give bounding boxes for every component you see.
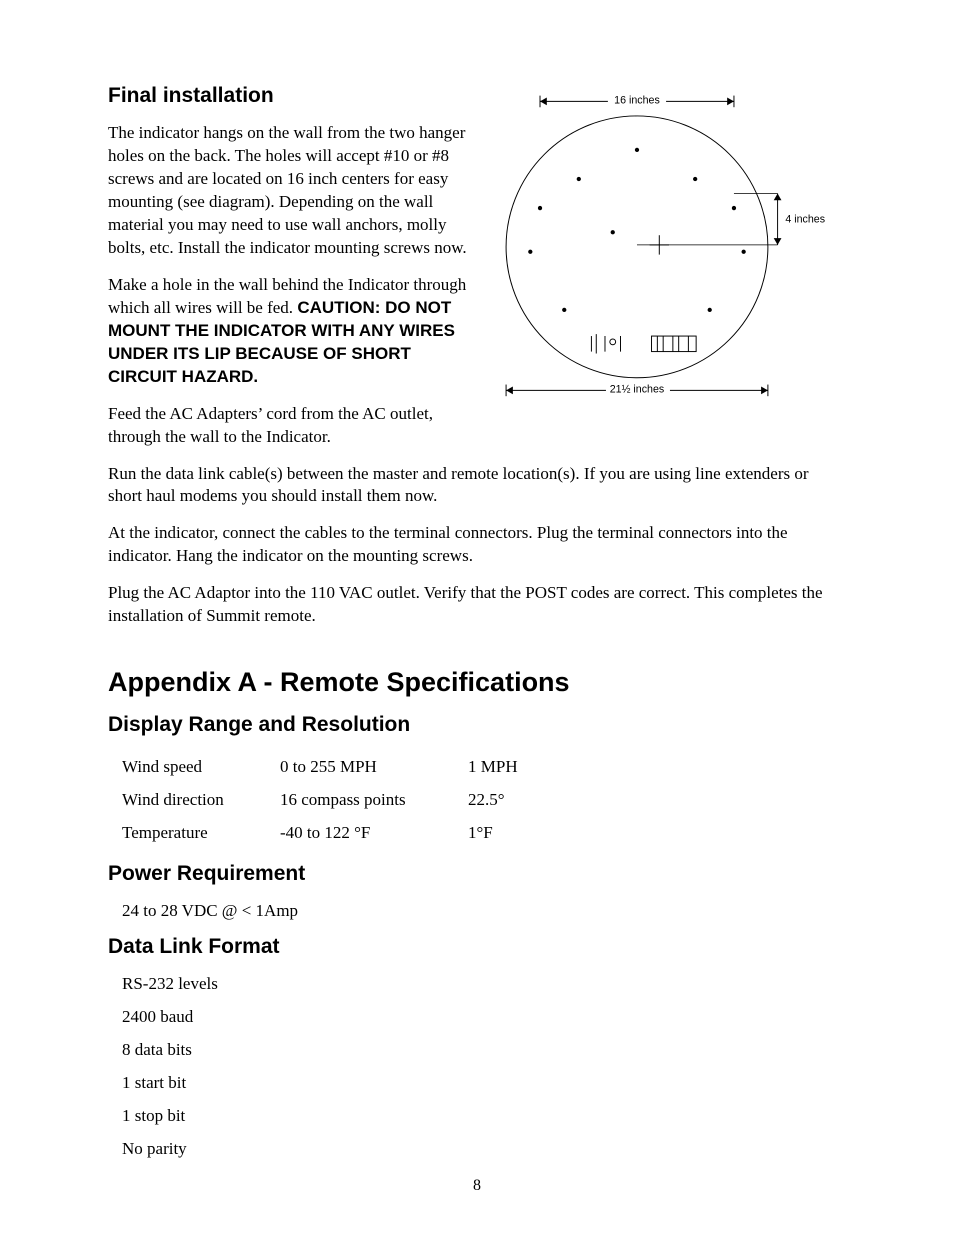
page-number: 8 — [0, 1175, 954, 1197]
cell: 16 compass points — [280, 784, 468, 817]
cell: 22.5° — [468, 784, 566, 817]
datalink-line: No parity — [122, 1138, 846, 1161]
table-row: Wind speed 0 to 255 MPH 1 MPH — [122, 751, 566, 784]
datalink-line: 1 stop bit — [122, 1105, 846, 1128]
final-p6: Plug the AC Adaptor into the 110 VAC out… — [108, 582, 846, 628]
indicator-circle — [506, 116, 768, 378]
heading-display-range: Display Range and Resolution — [108, 711, 846, 739]
cell: Wind speed — [122, 751, 280, 784]
cell: -40 to 122 °F — [280, 817, 468, 850]
top-flow-container: 16 inches 4 inches — [108, 82, 846, 463]
heading-power-requirement: Power Requirement — [108, 860, 846, 888]
table-row: Wind direction 16 compass points 22.5° — [122, 784, 566, 817]
dim-top: 16 inches — [540, 92, 734, 108]
final-p4: Run the data link cable(s) between the m… — [108, 463, 846, 509]
datalink-block: RS-232 levels 2400 baud 8 data bits 1 st… — [122, 973, 846, 1161]
bezel-marks — [591, 334, 696, 353]
datalink-line: 8 data bits — [122, 1039, 846, 1062]
table-row: Temperature -40 to 122 °F 1°F — [122, 817, 566, 850]
dim-bottom: 21½ inches — [506, 381, 768, 397]
dots — [528, 148, 746, 312]
final-p3: Feed the AC Adapters’ cord from the AC o… — [108, 403, 846, 449]
cell: Wind direction — [122, 784, 280, 817]
cell: Temperature — [122, 817, 280, 850]
mounting-diagram: 16 inches 4 inches — [491, 82, 846, 402]
datalink-line: RS-232 levels — [122, 973, 846, 996]
diagram-svg: 16 inches 4 inches — [491, 82, 846, 402]
dim-top-label: 16 inches — [614, 94, 660, 106]
page: 16 inches 4 inches — [0, 0, 954, 1235]
dim-right-label: 4 inches — [785, 214, 825, 226]
heading-data-link-format: Data Link Format — [108, 933, 846, 961]
power-block: 24 to 28 VDC @ < 1Amp — [122, 900, 846, 923]
cell: 1°F — [468, 817, 566, 850]
heading-appendix-a: Appendix A - Remote Specifications — [108, 664, 846, 700]
datalink-line: 2400 baud — [122, 1006, 846, 1029]
power-line: 24 to 28 VDC @ < 1Amp — [122, 900, 846, 923]
display-range-table: Wind speed 0 to 255 MPH 1 MPH Wind direc… — [122, 751, 566, 850]
cell: 1 MPH — [468, 751, 566, 784]
final-p5: At the indicator, connect the cables to … — [108, 522, 846, 568]
datalink-line: 1 start bit — [122, 1072, 846, 1095]
cell: 0 to 255 MPH — [280, 751, 468, 784]
dim-bottom-label: 21½ inches — [610, 383, 665, 395]
dim-right: 4 inches — [774, 194, 825, 245]
